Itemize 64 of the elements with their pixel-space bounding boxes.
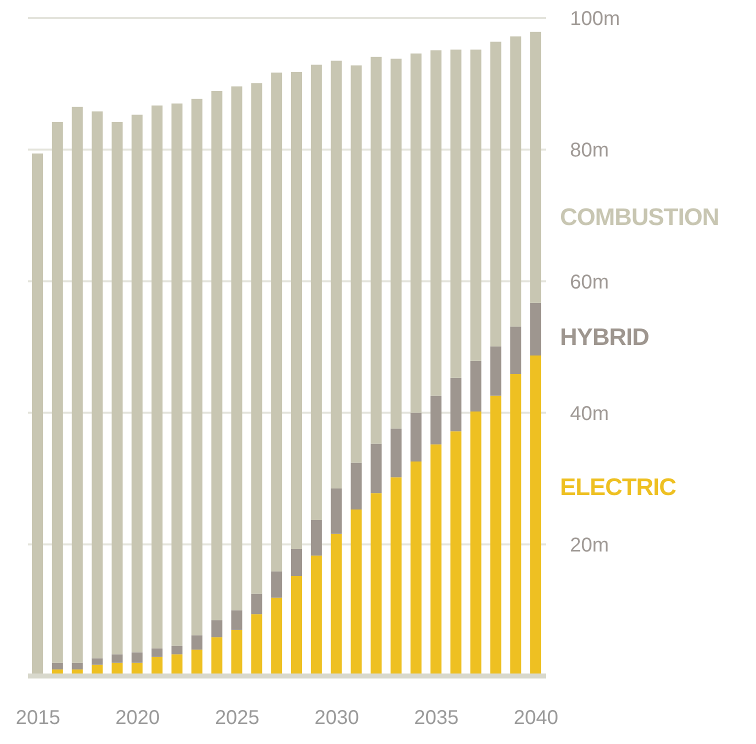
bar [390,58,402,429]
bar [291,72,302,550]
bar [72,106,83,663]
bar [132,114,143,652]
bar [310,520,322,556]
bar [271,571,282,598]
x-tick-label: 2015 [16,707,60,730]
bar [530,32,542,303]
bar [52,662,63,670]
x-tick-label: 2040 [514,707,558,730]
y-tick-label: 20m [570,534,609,556]
bar [231,86,242,610]
bar [510,326,522,374]
bar [450,378,462,432]
bar [291,549,302,576]
bar [211,620,222,638]
bar [251,594,262,614]
bar [271,72,282,572]
y-tick-label: 100m [570,8,620,30]
bar [410,54,422,413]
series-label: COMBUSTION [560,204,719,231]
x-tick-label: 2030 [314,707,360,730]
bar [530,302,542,356]
bar [350,462,362,510]
bar [470,360,482,412]
series-label: ELECTRIC [560,474,677,503]
y-tick-label: 80m [570,140,609,162]
bar [350,65,362,463]
bar [410,412,422,462]
bar [211,91,222,620]
bar [430,50,442,396]
y-tick-label: 40m [570,402,609,425]
bar [450,50,462,378]
bar [112,122,123,654]
bar [152,106,163,648]
bar [92,658,103,665]
bar [370,444,382,494]
bar [191,635,202,650]
series-label: HYBRID [560,324,650,351]
bar [310,64,322,520]
bar [430,396,442,444]
bar [171,104,182,646]
bar [132,652,143,663]
bar [231,610,242,630]
bar [52,122,63,663]
x-tick-label: 2020 [115,707,160,730]
bar [470,50,482,361]
x-tick-label: 2035 [414,707,459,730]
bar [251,83,262,594]
bar [171,646,182,654]
bar [191,98,202,636]
bar [72,662,83,670]
bar [330,60,342,488]
bar [330,488,342,534]
x-tick-label: 2025 [214,707,260,730]
bar [490,346,502,396]
bar [112,654,123,663]
bar [490,42,502,346]
bar [92,111,103,658]
bar [510,36,522,327]
bar [370,56,382,444]
y-tick-label: 60m [570,271,609,294]
bar [390,428,402,478]
bar [152,648,163,657]
